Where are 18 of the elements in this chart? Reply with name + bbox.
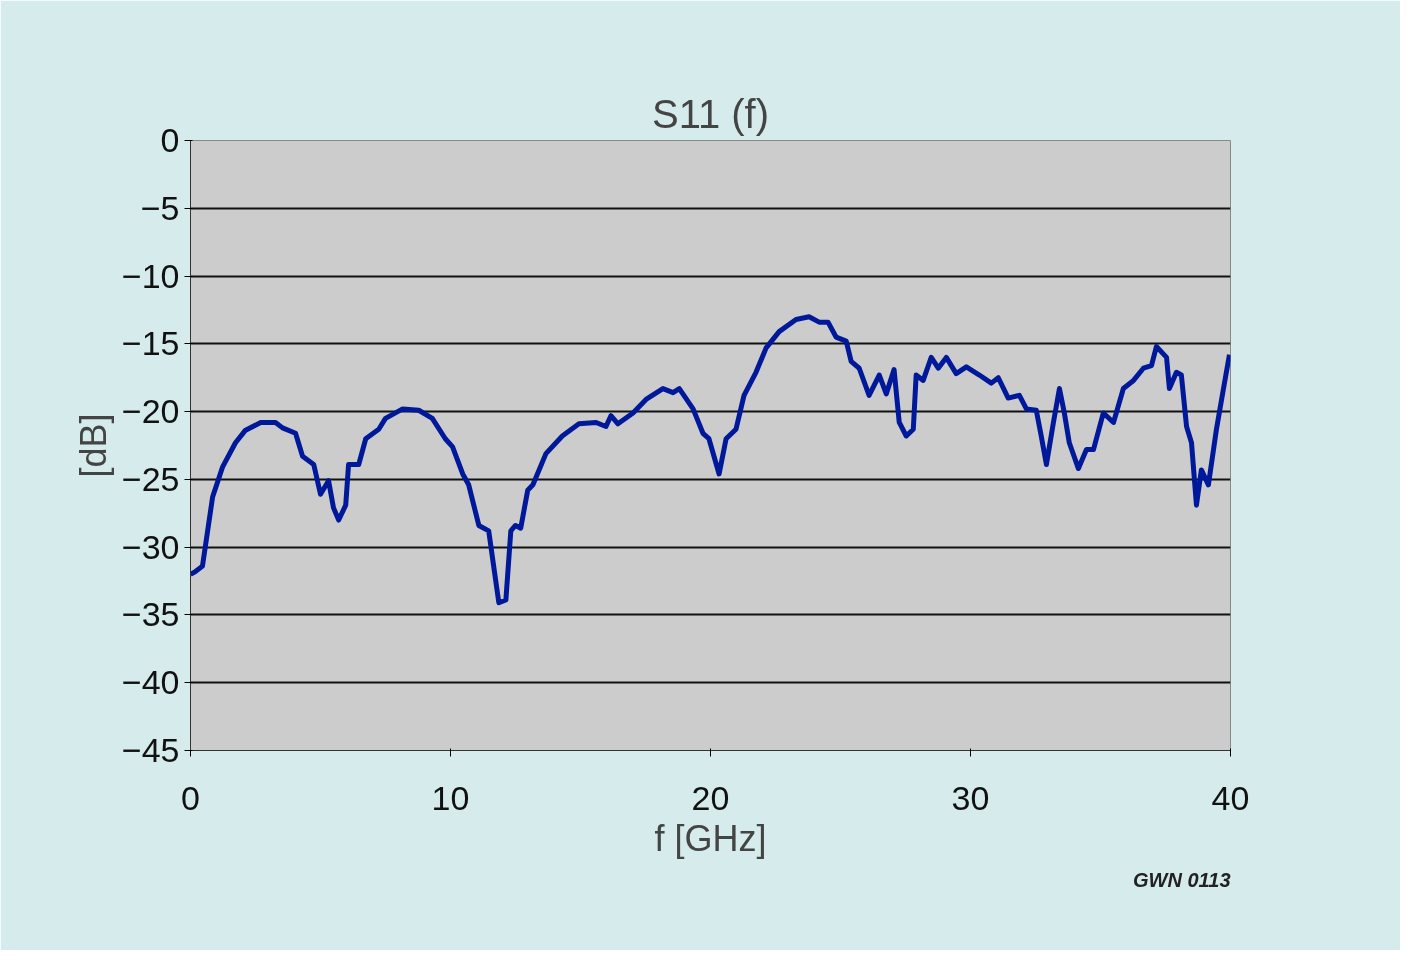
y-axis-title: [dB] <box>72 413 114 478</box>
y-tick-label: −35 <box>121 595 180 634</box>
y-tick-label: −5 <box>140 188 180 227</box>
y-tick-label: −20 <box>121 392 180 431</box>
y-tick-label: −45 <box>121 731 180 769</box>
x-tick-label: 20 <box>691 778 730 817</box>
x-tick-label: 40 <box>1211 778 1250 817</box>
y-tick-label: −40 <box>121 663 180 702</box>
x-tick-label: 10 <box>431 778 470 817</box>
text: GWN 0113 <box>1133 868 1231 891</box>
y-tick-label: −25 <box>121 459 180 498</box>
x-axis-title: f [GHz] <box>654 817 767 859</box>
chart-title: S11 (f) <box>651 91 770 136</box>
y-tick-label: −30 <box>121 527 180 566</box>
y-tick-label: −15 <box>121 324 180 363</box>
y-tick-label: 0 <box>160 121 180 159</box>
y-tick-label: −10 <box>121 256 180 295</box>
x-tick-label: 30 <box>951 778 990 817</box>
